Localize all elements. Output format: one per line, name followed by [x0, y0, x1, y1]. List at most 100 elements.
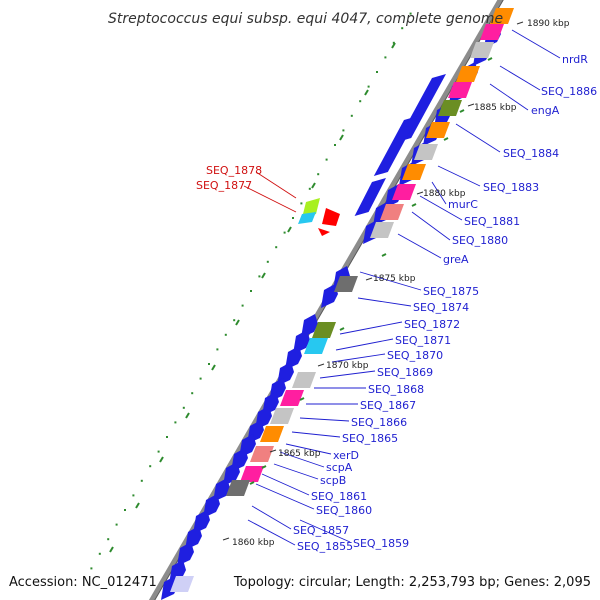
gene-label-seq1860[interactable]: SEQ_1860 — [316, 504, 372, 517]
kbp-mark-1860: 1860 kbp — [232, 538, 275, 548]
label-connector — [489, 83, 529, 111]
label-connector — [279, 451, 325, 468]
kbp-ticks — [222, 21, 524, 541]
feature-block[interactable] — [370, 222, 394, 238]
feature-block[interactable] — [334, 276, 358, 292]
feature-block[interactable] — [414, 144, 438, 160]
genome-summary: Topology: circular; Length: 2,253,793 bp… — [233, 575, 591, 590]
ruler-dot — [359, 100, 362, 103]
gene-label-nrdR[interactable]: nrdR — [562, 53, 588, 66]
feature-seq1877-a[interactable] — [298, 212, 316, 224]
feature-block[interactable] — [470, 42, 494, 58]
ruler-dot — [208, 363, 210, 365]
label-connector — [357, 297, 412, 307]
feature-block[interactable] — [392, 184, 416, 200]
feature-tick — [381, 253, 387, 257]
gene-label-scpA[interactable]: scpA — [326, 461, 353, 474]
ruler-dot — [409, 12, 412, 15]
gene-label-seq1881[interactable]: SEQ_1881 — [464, 215, 520, 228]
kbp-tick — [222, 537, 230, 541]
gene-label-seq1855[interactable]: SEQ_1855 — [297, 540, 353, 553]
gene-label-seq1884[interactable]: SEQ_1884 — [503, 147, 559, 160]
label-connector — [255, 483, 315, 510]
feature-tick — [261, 465, 267, 469]
cds-arrow[interactable] — [177, 542, 194, 566]
gene-label-seq1870[interactable]: SEQ_1870 — [387, 349, 443, 362]
gene-label-seq1886[interactable]: SEQ_1886 — [541, 85, 597, 98]
feature-block[interactable] — [304, 338, 328, 354]
label-connector — [455, 123, 501, 153]
feature-block[interactable] — [438, 100, 462, 116]
gene-label-greA[interactable]: greA — [443, 253, 469, 266]
feature-tick — [339, 327, 345, 331]
gene-label-scpB[interactable]: scpB — [320, 474, 346, 487]
kbp-mark-1875: 1875 kbp — [373, 274, 416, 284]
gene-label-seq1865[interactable]: SEQ_1865 — [342, 432, 398, 445]
label-connector — [319, 370, 376, 379]
gene-label-xerD[interactable]: xerD — [333, 449, 359, 462]
label-connector — [397, 233, 442, 259]
gene-label-seq1880[interactable]: SEQ_1880 — [452, 234, 508, 247]
feature-block[interactable] — [480, 24, 504, 40]
gene-label-murC[interactable]: murC — [448, 198, 478, 211]
label-connector — [431, 181, 447, 205]
gene-label-seq1868[interactable]: SEQ_1868 — [368, 383, 424, 396]
ruler-dot — [250, 290, 252, 292]
feature-tick — [249, 481, 255, 485]
ruler-dot — [107, 538, 110, 541]
gene-label-seq1861[interactable]: SEQ_1861 — [311, 490, 367, 503]
ruler-dash — [311, 182, 316, 189]
cds-block[interactable] — [373, 116, 418, 176]
gene-label-seq1859[interactable]: SEQ_1859 — [353, 537, 409, 550]
cds-block[interactable] — [354, 178, 386, 216]
ruler-dash — [287, 226, 292, 233]
ruler-dot — [266, 260, 269, 263]
gene-label-seq1877[interactable]: SEQ_1877 — [196, 179, 252, 192]
cds-arrow[interactable] — [321, 284, 338, 308]
feature-block[interactable] — [270, 408, 294, 424]
label-connector — [511, 29, 561, 59]
gene-label-seq1867[interactable]: SEQ_1867 — [360, 399, 416, 412]
feature-block[interactable] — [280, 390, 304, 406]
ruler-dot — [115, 523, 118, 526]
feature-tick — [443, 137, 449, 141]
feature-seq1877-c[interactable] — [318, 228, 330, 236]
ruler-dot — [224, 333, 227, 336]
feature-block[interactable] — [260, 426, 284, 442]
ruler-dot — [350, 114, 353, 117]
feature-block[interactable] — [170, 576, 194, 592]
feature-block[interactable] — [490, 8, 514, 24]
ruler-dot — [233, 319, 236, 322]
kbp-tick — [467, 103, 475, 107]
feature-seq1877-b[interactable] — [322, 208, 340, 226]
kbp-tick — [416, 191, 424, 195]
ruler-dot — [216, 348, 219, 351]
gene-label-seq1872[interactable]: SEQ_1872 — [404, 318, 460, 331]
gene-label-engA[interactable]: engA — [531, 104, 560, 117]
ruler-dot — [98, 552, 101, 555]
feature-block[interactable] — [402, 164, 426, 180]
gene-label-seq1871[interactable]: SEQ_1871 — [395, 334, 451, 347]
ruler-dot — [334, 144, 336, 146]
feature-block[interactable] — [456, 66, 480, 82]
gene-label-seq1878[interactable]: SEQ_1878 — [206, 164, 262, 177]
feature-block[interactable] — [226, 480, 250, 496]
gene-label-seq1857[interactable]: SEQ_1857 — [293, 524, 349, 537]
gene-label-seq1875[interactable]: SEQ_1875 — [423, 285, 479, 298]
ruler-dot — [392, 41, 395, 44]
feature-block[interactable] — [426, 122, 450, 138]
label-connector — [255, 171, 297, 199]
feature-block[interactable] — [250, 446, 274, 462]
feature-block[interactable] — [240, 466, 264, 482]
feature-block[interactable] — [448, 82, 472, 98]
feature-block[interactable] — [380, 204, 404, 220]
feature-block[interactable] — [312, 322, 336, 338]
feature-block[interactable] — [292, 372, 316, 388]
gene-label-seq1874[interactable]: SEQ_1874 — [413, 301, 469, 314]
gene-label-seq1866[interactable]: SEQ_1866 — [351, 416, 407, 429]
ruler-dot — [157, 450, 160, 453]
gene-label-seq1883[interactable]: SEQ_1883 — [483, 181, 539, 194]
gene-label-seq1869[interactable]: SEQ_1869 — [377, 366, 433, 379]
